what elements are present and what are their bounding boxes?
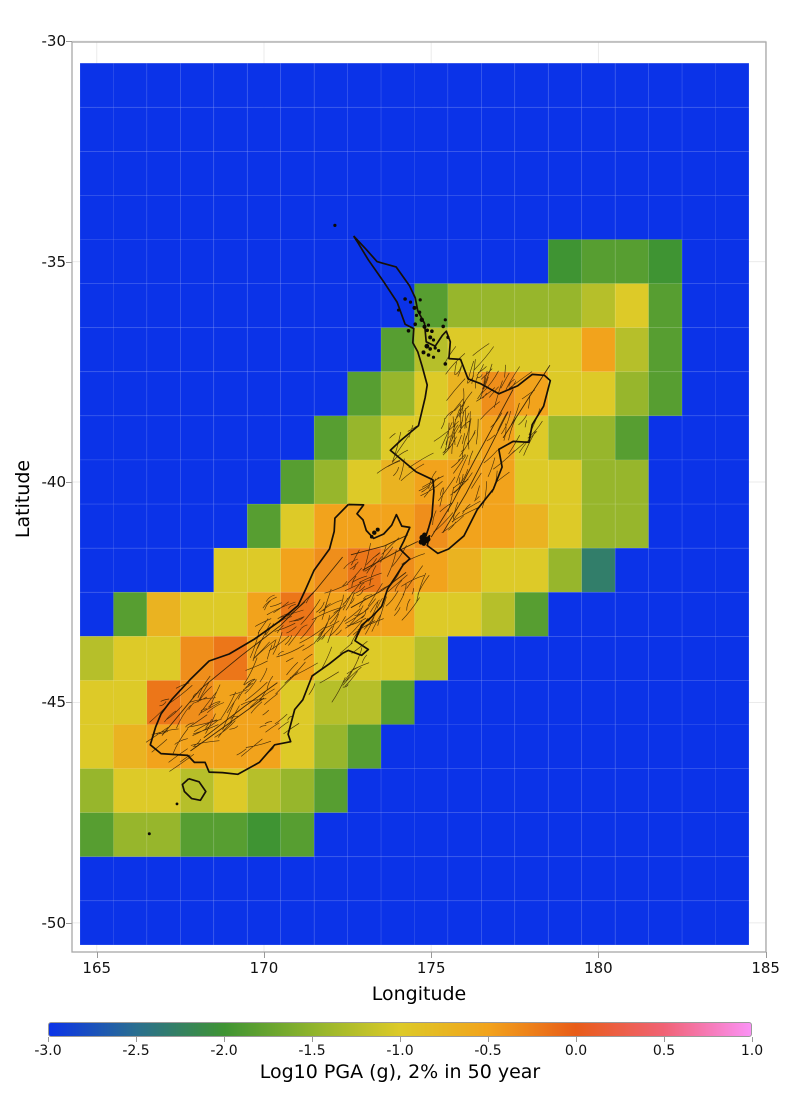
axis-tick-mark xyxy=(48,1037,49,1042)
colorbar-tick-label: 0.5 xyxy=(652,1043,676,1059)
y-tick-label: -40 xyxy=(41,473,67,491)
axis-tick-mark xyxy=(598,952,600,958)
axis-tick-mark xyxy=(576,1037,577,1042)
colorbar-tick-label: 0.0 xyxy=(564,1043,588,1059)
colorbar-tick-label: -1.0 xyxy=(386,1043,414,1059)
colorbar-tick-label: -2.5 xyxy=(122,1043,150,1059)
axis-tick-mark xyxy=(752,1037,753,1042)
axis-tick-mark xyxy=(664,1037,665,1042)
y-axis-title: Latitude xyxy=(12,459,34,539)
axis-tick-mark xyxy=(66,922,72,924)
colorbar-title: Log10 PGA (g), 2% in 50 year xyxy=(259,1061,541,1083)
axis-tick-mark xyxy=(66,482,72,483)
colorbar-tick-label: -2.0 xyxy=(210,1043,238,1059)
axis-tick-mark xyxy=(431,952,433,958)
colorbar-tick-label: -3.0 xyxy=(34,1043,62,1059)
axis-tick-mark xyxy=(400,1037,401,1042)
x-tick-label: 185 xyxy=(751,959,780,977)
colorbar-tick-label: 1.0 xyxy=(740,1043,764,1059)
axis-tick-mark xyxy=(488,1037,489,1042)
axis-tick-mark xyxy=(312,1037,313,1042)
y-tick-label: -50 xyxy=(41,913,67,932)
x-tick-label: 180 xyxy=(584,959,613,977)
x-tick-label: 165 xyxy=(82,959,112,977)
axis-tick-mark xyxy=(66,261,72,263)
axis-tick-mark xyxy=(66,41,72,43)
colorbar-tick-label: -1.5 xyxy=(298,1043,326,1059)
y-tick-label: -30 xyxy=(41,32,67,51)
x-tick-label: 170 xyxy=(249,959,279,977)
axis-tick-mark xyxy=(765,952,767,958)
colorbar-tick-label: -0.5 xyxy=(474,1043,502,1059)
axis-tick-mark xyxy=(224,1037,225,1042)
x-tick-label: 175 xyxy=(416,959,446,977)
axis-tick-mark xyxy=(136,1037,137,1042)
y-tick-label: -35 xyxy=(41,252,67,271)
axis-tick-mark xyxy=(66,702,72,704)
x-axis-title: Longitude xyxy=(371,983,467,1005)
axis-tick-mark xyxy=(263,952,265,958)
y-tick-label: -45 xyxy=(41,693,67,712)
axis-tick-mark xyxy=(96,952,98,958)
colorbar-gradient xyxy=(48,1022,752,1037)
